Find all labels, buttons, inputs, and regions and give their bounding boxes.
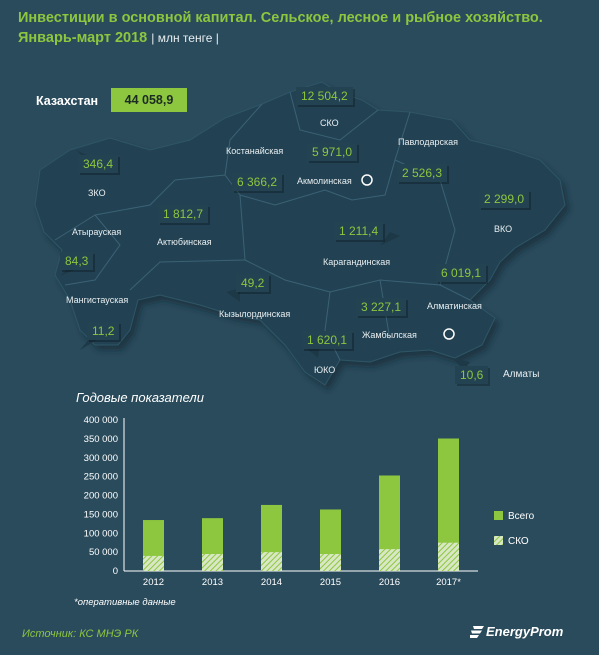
astana-marker <box>361 174 373 186</box>
region-label-yuko: ЮКО <box>314 365 336 375</box>
region-label-kostanay: Костанайская <box>226 146 284 156</box>
region-value-atyrau: 84,3 <box>60 252 94 270</box>
unit-label: | млн тенге | <box>151 31 219 45</box>
region-value-zhambyl: 3 227,1 <box>356 298 407 316</box>
y-tick-label: 50 000 <box>89 547 118 558</box>
region-value-kostanay: 6 366,2 <box>232 173 283 191</box>
y-tick-label: 100 000 <box>84 528 118 539</box>
region-value-vko: 2 299,0 <box>479 190 530 208</box>
title-line-1: Инвестиции в основной капитал. Сельское,… <box>18 10 543 26</box>
region-label-aktobe: Актюбинская <box>157 237 212 247</box>
y-tick-label: 300 000 <box>84 453 118 464</box>
x-tick-label: 2017* <box>436 577 461 588</box>
region-value-aktobe: 1 812,7 <box>158 205 209 223</box>
legend-label-total: Всего <box>508 511 535 522</box>
almaty-marker <box>443 328 455 340</box>
x-tick-label: 2016 <box>379 577 400 588</box>
bar-sko <box>261 552 282 571</box>
region-label-mangistau: Мангистауская <box>66 295 129 305</box>
legend-label-sko: СКО <box>508 536 529 547</box>
energyprom-logo-icon <box>470 626 484 638</box>
brand-logo: EnergyProm <box>486 624 564 639</box>
region-value-almaty-region: 6 019,1 <box>436 264 487 282</box>
region-value-pavlodar: 2 526,3 <box>397 164 448 182</box>
region-value-kyzylorda: 49,2 <box>236 274 270 292</box>
region-label-vko: ВКО <box>494 224 513 234</box>
x-tick-label: 2014 <box>261 577 282 588</box>
chart-title: Годовые показатели <box>76 390 204 405</box>
page-title: Инвестиции в основной капитал. Сельское,… <box>18 8 543 48</box>
region-label-akmola: Акмолинская <box>297 176 352 186</box>
x-tick-label: 2013 <box>202 577 223 588</box>
region-value-sko: 12 504,2 <box>296 87 353 105</box>
y-tick-label: 0 <box>113 566 118 577</box>
y-tick-label: 150 000 <box>84 509 118 520</box>
region-label-atyrau: Атырауская <box>72 227 122 237</box>
region-value-yuko: 1 620,1 <box>302 331 353 349</box>
bar-total <box>379 475 400 571</box>
region-label-almaty-city: Алматы <box>503 369 540 380</box>
bar-sko <box>143 555 164 571</box>
kazakhstan-label: Казахстан <box>36 94 99 108</box>
region-label-karaganda: Карагандинская <box>323 257 391 267</box>
legend-swatch-sko <box>494 536 503 545</box>
y-tick-label: 200 000 <box>84 491 118 502</box>
subtitle: Январь-март 2018 <box>18 30 148 46</box>
region-label-zko: ЗКО <box>88 188 106 198</box>
bar-sko <box>202 554 223 571</box>
bar-sko <box>379 549 400 571</box>
y-tick-label: 350 000 <box>84 434 118 445</box>
title-line-2: Январь-март 2018 | млн тенге | <box>18 28 543 48</box>
map-outline <box>34 81 566 386</box>
region-value-zko: 346,4 <box>78 155 119 173</box>
kazakhstan-value: 44 058,9 <box>111 88 187 112</box>
region-value-akmola: 5 971,0 <box>307 143 358 161</box>
region-value-mangistau: 11,2 <box>87 322 120 340</box>
footnote: *оперативные данные <box>74 597 176 608</box>
bar-total <box>438 438 459 571</box>
y-tick-label: 400 000 <box>84 415 118 426</box>
legend-swatch-total <box>494 511 503 520</box>
region-label-kyzylorda: Кызылординская <box>219 309 291 319</box>
region-label-sko: СКО <box>320 118 339 128</box>
region-label-zhambyl: Жамбылская <box>362 330 417 340</box>
x-tick-label: 2015 <box>320 577 341 588</box>
bar-sko <box>320 554 341 571</box>
y-tick-label: 250 000 <box>84 472 118 483</box>
x-tick-label: 2012 <box>143 577 164 588</box>
bar-sko <box>438 542 459 571</box>
region-label-pavlodar: Павлодарская <box>398 137 458 147</box>
region-label-almaty-region: Алматинская <box>427 301 482 311</box>
region-value-karaganda: 1 211,4 <box>334 222 384 240</box>
region-value-almaty-city: 10,6 <box>455 366 489 384</box>
source-note: Источник: КС МНЭ РК <box>22 628 139 640</box>
